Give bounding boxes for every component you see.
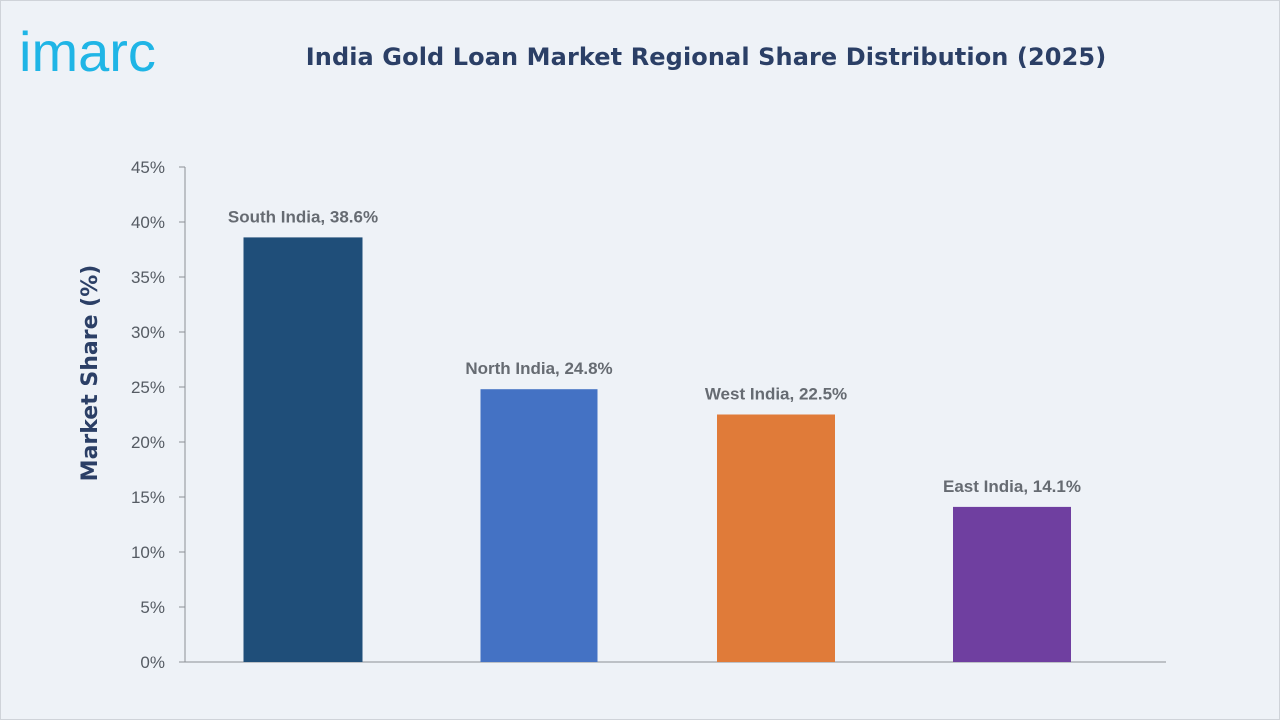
data-label: South India, 38.6%: [228, 207, 378, 226]
logo-wordmark: imarc: [19, 20, 156, 83]
chart-title: India Gold Loan Market Regional Share Di…: [305, 43, 1107, 71]
chart-axes: 0% 5% 10% 15% 20% 25% 30% 35% 40% 45%: [131, 158, 1166, 672]
y-tick-label: 25%: [131, 378, 165, 397]
chart-data-labels: South India, 38.6% North India, 24.8% West…: [228, 207, 1081, 496]
data-label: East India, 14.1%: [943, 477, 1081, 496]
bar-north-india: [480, 389, 598, 662]
imarc-logo: imarc: [19, 20, 156, 83]
y-tick-label: 30%: [131, 323, 165, 342]
bar-south-india: [243, 237, 363, 662]
bar-west-india: [717, 414, 835, 662]
y-tick-label: 5%: [140, 598, 165, 617]
y-tick-label: 40%: [131, 213, 165, 232]
y-tick-label: 0%: [140, 653, 165, 672]
y-tick-label: 45%: [131, 158, 165, 177]
y-tick-label: 15%: [131, 488, 165, 507]
data-label: West India, 22.5%: [705, 385, 847, 404]
y-tick-label: 20%: [131, 433, 165, 452]
y-axis-title: Market Share (%): [78, 265, 103, 482]
chart-bars: [243, 237, 1071, 662]
y-tick-label: 35%: [131, 268, 165, 287]
data-label: North India, 24.8%: [465, 359, 612, 378]
y-tick-label: 10%: [131, 543, 165, 562]
bar-east-india: [953, 506, 1071, 662]
